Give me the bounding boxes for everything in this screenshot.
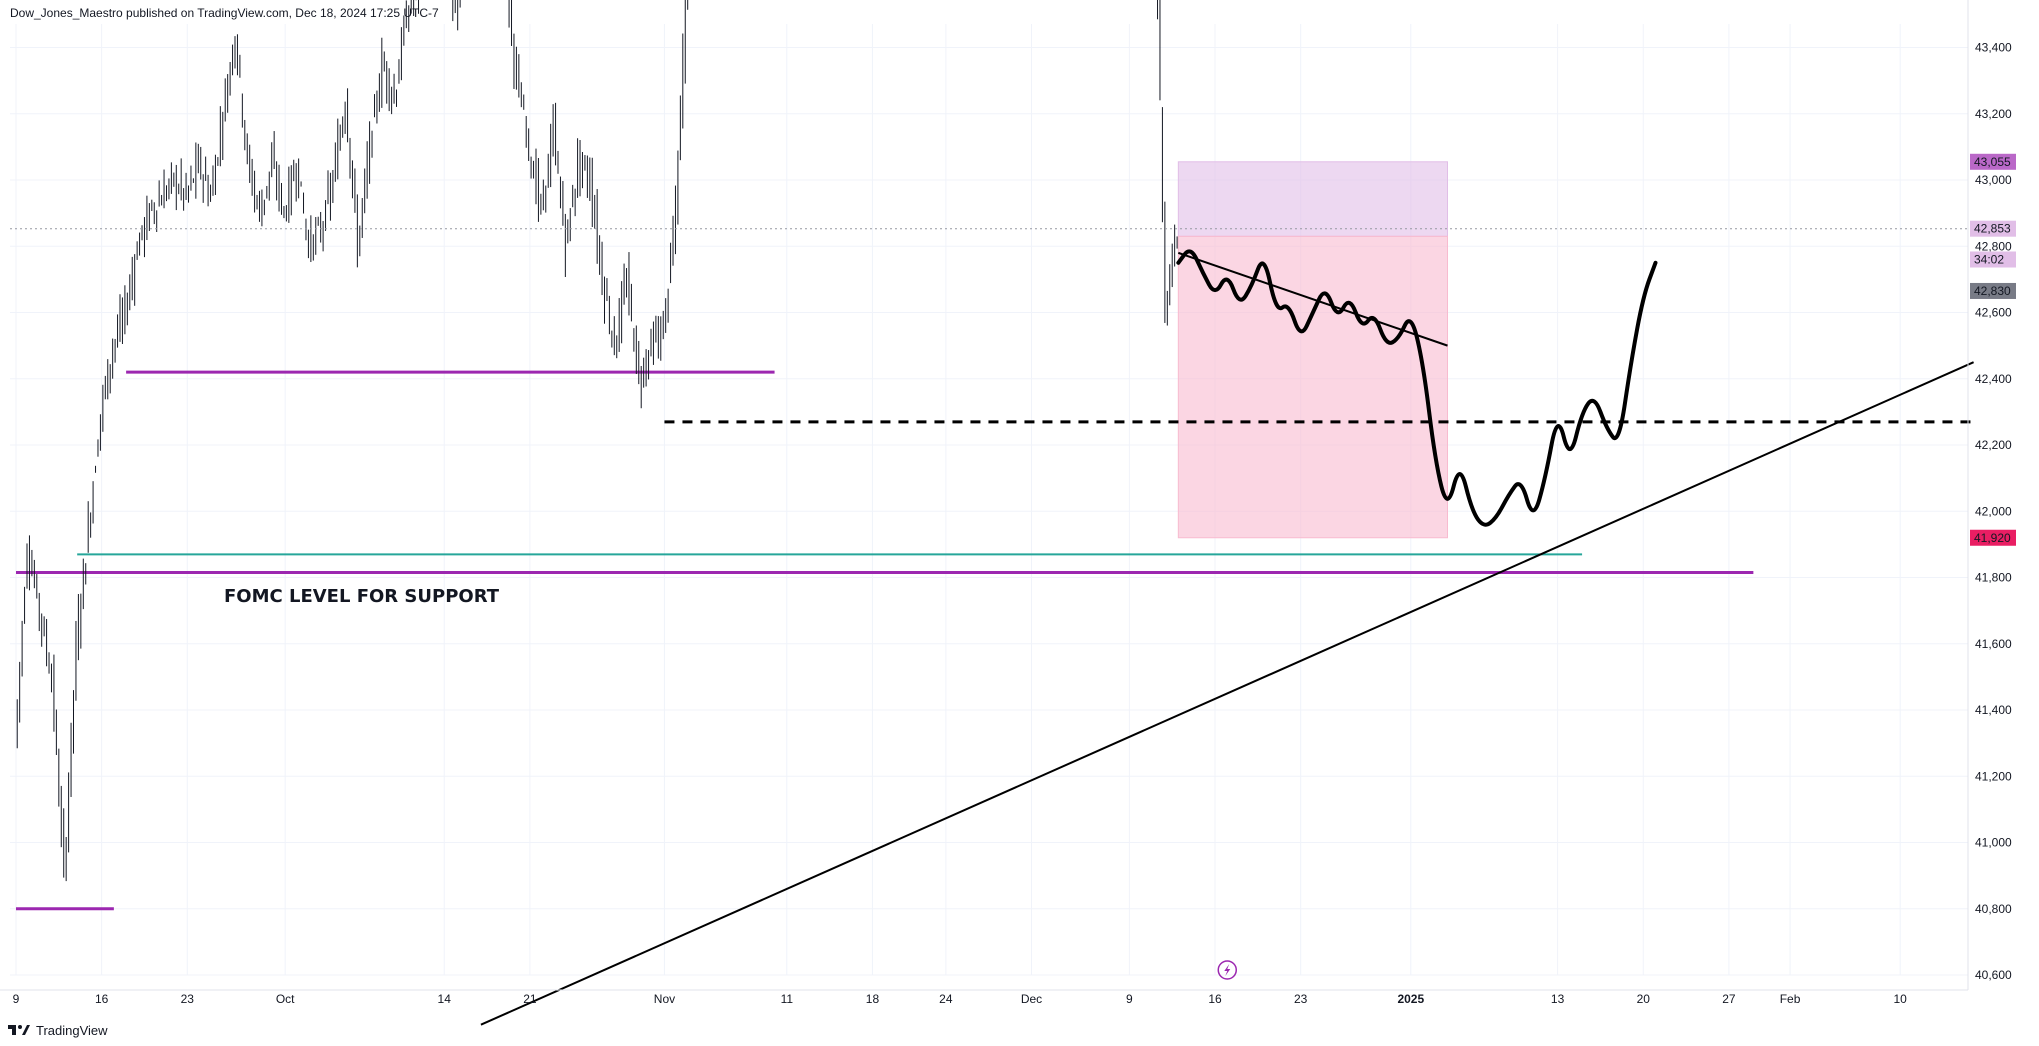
price-tick-label: 42,000	[1975, 504, 2012, 518]
time-tick-label: 2025	[1397, 992, 1424, 1006]
lightning-bolt-glyph	[1224, 964, 1231, 976]
tradingview-footer: TradingView	[8, 1020, 108, 1040]
tradingview-logo-icon	[8, 1025, 30, 1035]
annotation-text: FOMC LEVEL FOR SUPPORT	[224, 586, 500, 607]
time-tick-label: Oct	[276, 992, 295, 1006]
price-tick-label: 41,800	[1975, 571, 2012, 585]
time-tick-label: 14	[438, 992, 452, 1006]
time-tick-label: 16	[1208, 992, 1222, 1006]
price-tick-label: 42,800	[1975, 239, 2012, 253]
publisher-header: Dow_Jones_Maestro published on TradingVi…	[10, 6, 439, 20]
time-tick-label: 20	[1637, 992, 1651, 1006]
price-tick-label: 42,400	[1975, 372, 2012, 386]
time-tick-label: 10	[1894, 992, 1908, 1006]
price-tag-label: 34:02	[1974, 253, 2004, 267]
price-tick-label: 40,600	[1975, 968, 2012, 982]
price-tag-label: 41,920	[1974, 531, 2011, 545]
time-tick-label: 27	[1722, 992, 1736, 1006]
time-tick-label: 9	[13, 992, 20, 1006]
time-tick-label: 9	[1126, 992, 1133, 1006]
price-tick-label: 41,400	[1975, 703, 2012, 717]
time-tick-label: 24	[939, 992, 953, 1006]
time-tick-label: Feb	[1780, 992, 1801, 1006]
zones-layer	[1177, 161, 1448, 539]
price-tick-label: 40,800	[1975, 902, 2012, 916]
price-tick-label: 43,400	[1975, 41, 2012, 55]
price-tick-label: 41,200	[1975, 769, 2012, 783]
chart-grid	[10, 24, 1968, 976]
price-tag-label: 43,055	[1974, 155, 2011, 169]
projection-path	[1176, 249, 1658, 527]
time-tick-label: 16	[95, 992, 109, 1006]
time-tick-label: 21	[523, 992, 537, 1006]
time-tick-label: Dec	[1021, 992, 1042, 1006]
annotations-layer: FOMC LEVEL FOR SUPPORT	[224, 586, 1238, 980]
drawings-layer	[10, 228, 1975, 1026]
price-tag-bg	[1970, 251, 2016, 268]
price-tick-label: 42,600	[1975, 306, 2012, 320]
levels-layer	[16, 370, 1974, 911]
price-tag-label: 42,830	[1974, 284, 2011, 298]
tradingview-logo-text: TradingView	[36, 1022, 108, 1038]
price-tick-label: 42,200	[1975, 438, 2012, 452]
rising-trendline	[480, 361, 1975, 1026]
time-axis[interactable]: 9 16 23 Oct 14 21 Nov 11 18 24 Dec 9 16 23 2025 13 20 27 F…	[0, 989, 1968, 1006]
price-tick-label: 41,600	[1975, 637, 2012, 651]
time-tick-label: Nov	[654, 992, 675, 1006]
time-tick-label: 13	[1551, 992, 1565, 1006]
time-tick-label: 23	[181, 992, 195, 1006]
price-tag-bg	[1970, 282, 2016, 299]
time-tick-label: 11	[781, 992, 794, 1006]
violet-zone	[1177, 161, 1448, 237]
price-tags: 43,055 42,853 34:02 42,830 41,920	[1970, 153, 2016, 546]
pink-zone	[1177, 235, 1448, 539]
price-tag-bg	[1970, 220, 2016, 237]
price-series	[16, 0, 1178, 882]
price-tick-label: 43,200	[1975, 107, 2012, 121]
price-tag-bg	[1970, 153, 2016, 170]
price-tick-label: 41,000	[1975, 836, 2012, 850]
price-tag-bg	[1970, 529, 2016, 546]
price-tag-label: 42,853	[1974, 222, 2011, 236]
price-axis[interactable]: 40,600 40,800 41,000 41,200 41,400 41,600 41,8…	[1967, 0, 2012, 990]
time-tick-label: 18	[866, 992, 880, 1006]
time-tick-label: 23	[1294, 992, 1308, 1006]
lightning-bolt-icon	[1217, 960, 1238, 980]
price-tick-label: 43,000	[1975, 173, 2012, 187]
